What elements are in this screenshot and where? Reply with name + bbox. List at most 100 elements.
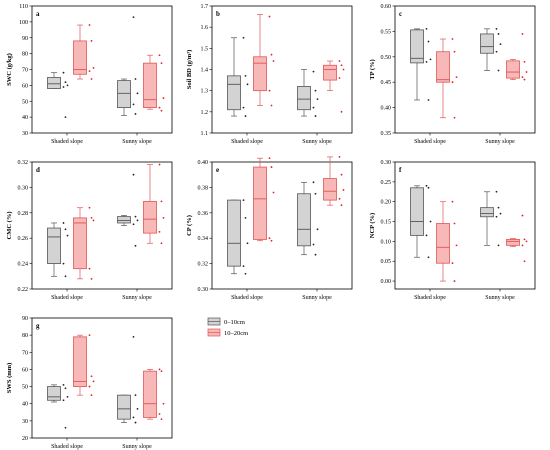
y-tick-label: 80 <box>22 52 28 58</box>
y-axis-label: NCP (%) <box>369 213 376 238</box>
data-point <box>338 60 341 62</box>
data-point <box>523 78 526 81</box>
data-point <box>453 222 456 225</box>
data-point <box>242 199 245 202</box>
data-point <box>246 242 249 245</box>
box <box>480 33 494 54</box>
y-tick-label: 30 <box>22 131 28 137</box>
plot-frame <box>31 161 173 290</box>
panel-g: 20 30 40 50 60 70 80 90 SWS (mm) g Shaded slope Sun… <box>6 316 173 450</box>
data-point <box>425 60 428 63</box>
data-point <box>64 228 67 231</box>
panel-label: b <box>216 10 220 18</box>
y-tick-label: 0.30 <box>18 185 29 191</box>
y-tick-label: 0.32 <box>18 160 29 166</box>
data-point <box>66 84 69 87</box>
data-point <box>134 244 137 247</box>
panel-c: 0.35 0.40 0.45 0.50 0.55 0.60 TP (%) c Shaded sl… <box>369 4 536 145</box>
data-point <box>427 186 430 189</box>
y-tick-label: 0.20 <box>381 200 392 206</box>
data-point <box>62 71 65 74</box>
data-point <box>64 81 67 84</box>
x-tick-label: Shaded slope <box>231 295 263 301</box>
data-point <box>62 383 65 386</box>
box <box>143 370 157 418</box>
data-point <box>62 399 65 402</box>
plot-frame <box>394 5 536 134</box>
data-point <box>160 242 163 245</box>
x-tick-label: Shaded slope <box>414 295 446 301</box>
data-point <box>525 240 528 243</box>
legend-label-10-20cm: 10–20cm <box>224 330 248 337</box>
box <box>410 29 424 64</box>
data-point <box>62 262 65 265</box>
data-point <box>160 62 163 65</box>
data-point <box>270 166 273 168</box>
panel-b: 1.1 1.2 1.3 1.4 1.5 1.6 1.7 Soil BD (g/m³) b Shad… <box>186 4 353 145</box>
y-tick-label: 90 <box>22 36 28 42</box>
data-point <box>162 97 165 99</box>
x-tick-label: Sunny slope <box>122 139 152 145</box>
data-point <box>90 277 93 280</box>
legend: 0–10cm 10–20cm <box>207 317 248 337</box>
data-point <box>64 426 67 429</box>
x-tick-label: Sunny slope <box>122 444 152 450</box>
y-tick-label: 60 <box>22 83 28 89</box>
data-point <box>495 50 498 53</box>
box <box>47 386 61 401</box>
legend-label-0-10cm: 0–10cm <box>224 319 245 326</box>
y-tick-label: 0.30 <box>198 287 209 293</box>
data-point <box>425 234 428 237</box>
data-point <box>134 394 137 397</box>
data-point <box>158 54 161 57</box>
y-tick-label: 0.38 <box>198 185 209 191</box>
y-axis-label: SWS (mm) <box>6 363 13 394</box>
box <box>297 193 311 247</box>
data-point <box>453 50 456 53</box>
data-point <box>338 77 341 79</box>
panel-label: g <box>36 322 40 330</box>
y-tick-label: 1.4 <box>201 68 209 74</box>
box <box>117 216 131 224</box>
data-point <box>90 78 93 80</box>
data-point <box>132 416 135 419</box>
box <box>323 64 337 81</box>
data-point <box>158 413 161 415</box>
data-point <box>270 239 273 242</box>
box <box>117 80 131 109</box>
x-tick-label: Sunny slope <box>302 295 332 301</box>
data-point <box>132 16 135 19</box>
plot-frame <box>211 161 353 290</box>
y-tick-label: 0.34 <box>198 236 209 242</box>
data-point <box>160 200 163 203</box>
y-tick-label: 70 <box>22 68 28 74</box>
data-point <box>92 219 95 222</box>
y-tick-label: 0.10 <box>381 239 392 245</box>
y-tick-label: 0.36 <box>198 211 209 217</box>
box <box>47 77 61 89</box>
data-point <box>312 181 315 184</box>
y-tick-label: 0.05 <box>381 259 392 265</box>
data-point <box>451 38 454 40</box>
x-tick-label: Shaded slope <box>231 139 263 145</box>
panel-label: d <box>36 166 40 174</box>
panel-a: 30 40 50 60 70 80 90 100 110 SWC (g/kg) a Shaded sl… <box>6 4 173 145</box>
data-point <box>338 156 341 158</box>
data-point <box>88 385 91 388</box>
data-point <box>90 375 93 378</box>
y-tick-label: 0.15 <box>381 220 392 226</box>
data-point <box>342 189 345 191</box>
y-tick-label: 0.40 <box>198 160 209 166</box>
y-tick-label: 0.28 <box>18 211 29 217</box>
data-point <box>342 68 345 71</box>
data-point <box>136 407 139 410</box>
data-point <box>316 98 319 101</box>
data-point <box>160 109 163 112</box>
y-tick-label: 0.40 <box>381 106 392 112</box>
y-axis-label: Soil BD (g/m³) <box>186 50 193 90</box>
data-point <box>134 78 137 80</box>
y-tick-label: 0.50 <box>381 55 392 61</box>
y-tick-label: 1.5 <box>201 46 209 52</box>
data-point <box>427 256 430 259</box>
box <box>73 217 87 270</box>
